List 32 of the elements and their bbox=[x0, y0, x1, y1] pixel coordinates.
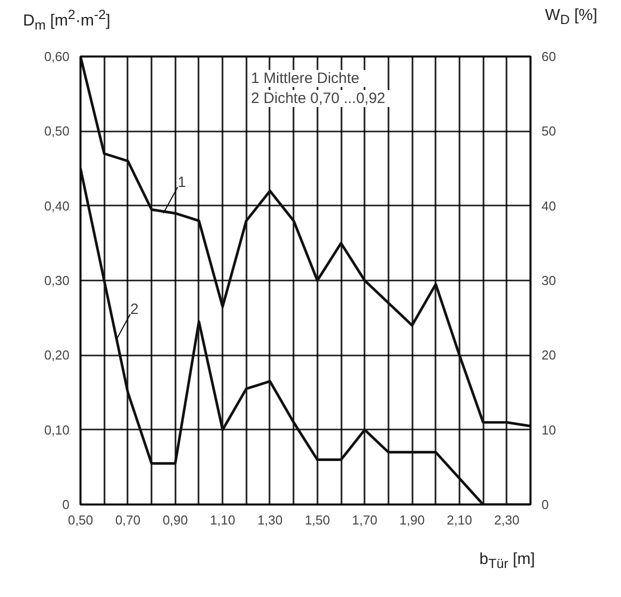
y-tick-label: 0,50 bbox=[44, 124, 70, 139]
y2-tick-label: 30 bbox=[542, 273, 556, 288]
y2-tick-label: 20 bbox=[542, 348, 556, 363]
x-tick-label: 1,50 bbox=[304, 512, 330, 528]
annotation: 2 bbox=[130, 301, 139, 318]
y-axis-title: D$_{m}$ [m$^{2}$·m$^{-2}$] bbox=[23, 6, 110, 35]
x-tick-label: 2,10 bbox=[446, 512, 472, 528]
x-tick-label: 0,90 bbox=[162, 512, 188, 528]
x-tick-label: 0,50 bbox=[68, 512, 94, 528]
y-tick-label: 0,20 bbox=[44, 348, 70, 363]
annotation: 1 bbox=[178, 174, 186, 192]
annotation: 1 Mittlere Dichte bbox=[251, 70, 360, 87]
y2-tick-label: 10 bbox=[542, 422, 556, 438]
y-tick-label: 0 bbox=[62, 497, 70, 512]
y-tick-label: 0,10 bbox=[44, 422, 70, 438]
annotation: 2 Dichte 0,70 ...0,92 bbox=[251, 90, 386, 107]
x-tick-label: 1,90 bbox=[399, 512, 425, 528]
x-tick-label: 1,70 bbox=[352, 512, 378, 528]
y2-axis-title: W$_{D}$ [%] bbox=[545, 6, 598, 30]
y-tick-label: 0,40 bbox=[44, 198, 70, 214]
x-tick-label: 1,10 bbox=[210, 512, 236, 528]
y-tick-label: 0,30 bbox=[44, 273, 70, 288]
y2-tick-label: 0 bbox=[542, 497, 549, 512]
y-tick-label: 0,60 bbox=[44, 49, 70, 64]
y2-tick-label: 50 bbox=[542, 124, 556, 139]
line-series bbox=[80, 56, 530, 428]
x-tick-label: 2,30 bbox=[494, 512, 520, 528]
x-tick-label: 0,70 bbox=[115, 512, 141, 528]
y2-tick-label: 60 bbox=[542, 49, 556, 64]
y2-tick-label: 40 bbox=[542, 198, 556, 214]
x-tick-label: 1,30 bbox=[257, 512, 283, 528]
x-axis-title: b$_{Tür}$ [m] bbox=[479, 550, 535, 574]
